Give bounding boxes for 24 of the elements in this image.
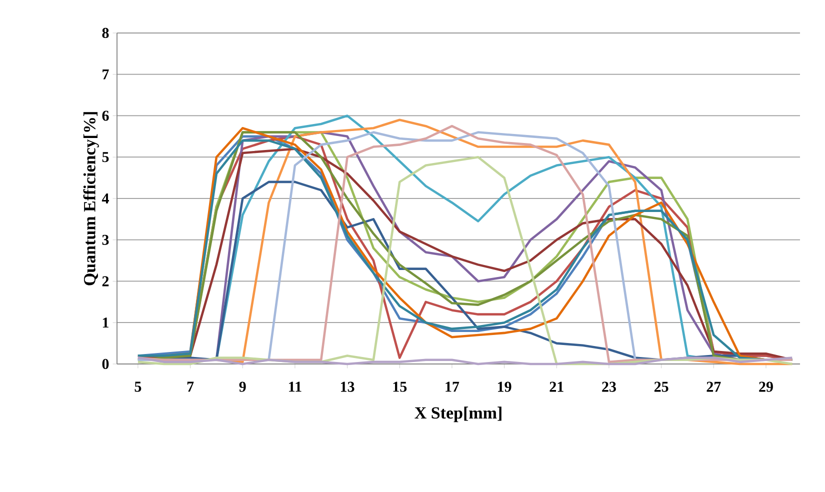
x-tick-label: 15 [393,382,407,392]
x-tick-label: 23 [602,382,616,392]
y-tick-label: 2 [102,276,109,286]
x-tick-label: 25 [654,382,668,392]
y-axis-title: Quantum Efficiency[%] [83,112,99,286]
y-tick-label: 5 [102,152,109,162]
x-tick-label: 29 [759,382,773,392]
x-tick-label: 5 [134,382,142,392]
x-tick-label: 27 [706,382,721,392]
x-tick-label: 7 [187,382,194,392]
x-tick-label: 13 [340,382,354,392]
x-tick-label: 9 [239,382,246,392]
y-tick-label: 7 [102,69,109,80]
y-tick-label: 6 [102,110,109,121]
y-tick-label: 1 [102,318,108,328]
y-tick-label: 8 [102,28,109,38]
x-tick-label: 11 [289,382,302,392]
x-tick-label: 17 [446,382,460,392]
x-tick-label: 19 [498,382,512,392]
x-axis-title: X Step[mm] [414,406,502,422]
y-tick-label: 3 [102,234,109,245]
y-tick-label: 4 [102,194,109,204]
y-tick-label: 0 [102,358,109,370]
x-tick-label: 21 [550,382,564,392]
